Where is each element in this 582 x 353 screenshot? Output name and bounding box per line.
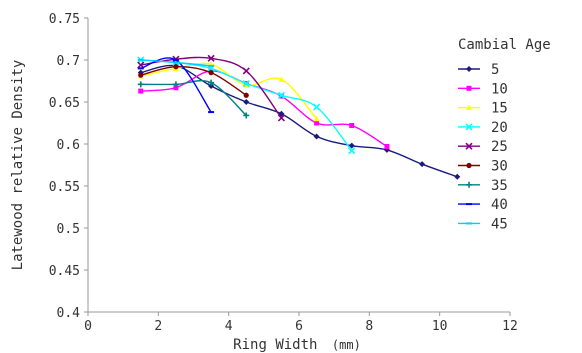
axes — [87, 18, 510, 313]
y-tick-label: 0.75 — [49, 12, 80, 27]
data-point — [172, 81, 179, 88]
y-tick-label: 0.55 — [49, 180, 80, 195]
legend-item-45: 45 — [458, 216, 508, 232]
data-point — [454, 173, 461, 180]
data-point — [243, 82, 250, 88]
data-point — [243, 112, 250, 119]
data-point — [208, 70, 214, 76]
x-tick-label: 2 — [154, 319, 162, 334]
legend: Cambial Age 5 10 15 20 25 30 35 40 45 — [458, 37, 551, 232]
legend-label: 40 — [491, 197, 508, 213]
legend-marker — [466, 66, 472, 72]
legend-label: 25 — [491, 139, 508, 155]
data-point — [208, 79, 215, 86]
x-tick-label: 10 — [432, 319, 448, 334]
legend-marker — [466, 104, 472, 111]
data-point — [243, 92, 249, 98]
y-tick-label: 0.4 — [57, 306, 81, 321]
data-point — [243, 99, 250, 105]
data-point — [242, 67, 250, 75]
series-line-5 — [140, 64, 458, 178]
data-point — [208, 83, 215, 90]
series-45 — [137, 59, 215, 67]
legend-marker — [466, 181, 472, 188]
data-point — [348, 142, 355, 149]
data-point — [173, 64, 179, 70]
x-tick-label: 8 — [365, 319, 373, 334]
legend-item-30: 30 — [458, 159, 508, 175]
series-line-35 — [140, 80, 247, 116]
series-15 — [137, 61, 320, 122]
series-30 — [138, 64, 249, 98]
legend-marker — [466, 162, 472, 169]
data-point — [313, 115, 320, 122]
legend-item-20: 20 — [458, 120, 508, 136]
y-tick-label: 0.65 — [49, 96, 80, 111]
series-25 — [137, 54, 285, 122]
data-point — [277, 114, 285, 122]
data-point — [242, 79, 250, 88]
series-line-10 — [140, 70, 388, 148]
legend-marker — [465, 142, 473, 150]
data-point — [173, 85, 179, 91]
legend-label: 30 — [491, 159, 508, 175]
series-layer — [137, 54, 461, 180]
x-axis-title-text: Ring Width — [233, 337, 317, 353]
y-tick-label: 0.6 — [57, 138, 80, 153]
y-axis-title: Latewood relative Density — [10, 60, 26, 271]
x-axis-title-unit: (mm) — [332, 338, 361, 352]
data-point — [207, 54, 215, 62]
legend-item-40: 40 — [458, 197, 508, 213]
legend-marker — [466, 85, 472, 91]
y-tick-label: 0.45 — [49, 264, 80, 279]
legend-item-25: 25 — [458, 139, 508, 155]
x-tick-label: 0 — [84, 319, 92, 334]
series-line-20 — [140, 59, 353, 152]
data-point — [313, 133, 320, 140]
legend-label: 45 — [491, 216, 508, 232]
legend-label: 35 — [491, 178, 508, 194]
x-tick-label: 6 — [295, 319, 303, 334]
series-line-30 — [140, 65, 247, 96]
x-axis-title: Ring Width (mm) — [233, 337, 361, 353]
legend-title: Cambial Age — [458, 37, 551, 53]
legend-label: 20 — [491, 120, 508, 136]
legend-item-15: 15 — [458, 101, 508, 117]
x-tick-label: 4 — [225, 319, 233, 334]
series-40 — [137, 57, 215, 114]
data-point — [419, 161, 426, 168]
legend-marker — [465, 123, 473, 131]
legend-label: 15 — [491, 101, 508, 117]
legend-item-35: 35 — [458, 178, 508, 194]
y-tick-label: 0.7 — [57, 54, 80, 69]
tick-labels: 0 2 4 6 8 10 12 0.4 0.45 0.5 0.55 0.6 0.65 0.7 0.75 — [49, 12, 518, 334]
series-line-15 — [140, 62, 318, 120]
data-point — [277, 91, 285, 99]
data-point — [348, 147, 356, 155]
series-5 — [137, 62, 461, 180]
legend-label: 5 — [491, 62, 499, 78]
legend-item-10: 10 — [458, 81, 508, 97]
x-tick-label: 12 — [502, 319, 518, 334]
data-point — [137, 81, 144, 88]
data-point — [138, 72, 144, 78]
data-point — [313, 103, 321, 111]
y-tick-label: 0.5 — [57, 222, 80, 237]
data-point — [314, 120, 320, 126]
data-point — [384, 144, 390, 150]
data-point — [278, 76, 285, 82]
legend-item-5: 5 — [458, 62, 499, 78]
data-point — [349, 123, 355, 129]
data-point — [138, 88, 144, 94]
legend-label: 10 — [491, 81, 508, 97]
